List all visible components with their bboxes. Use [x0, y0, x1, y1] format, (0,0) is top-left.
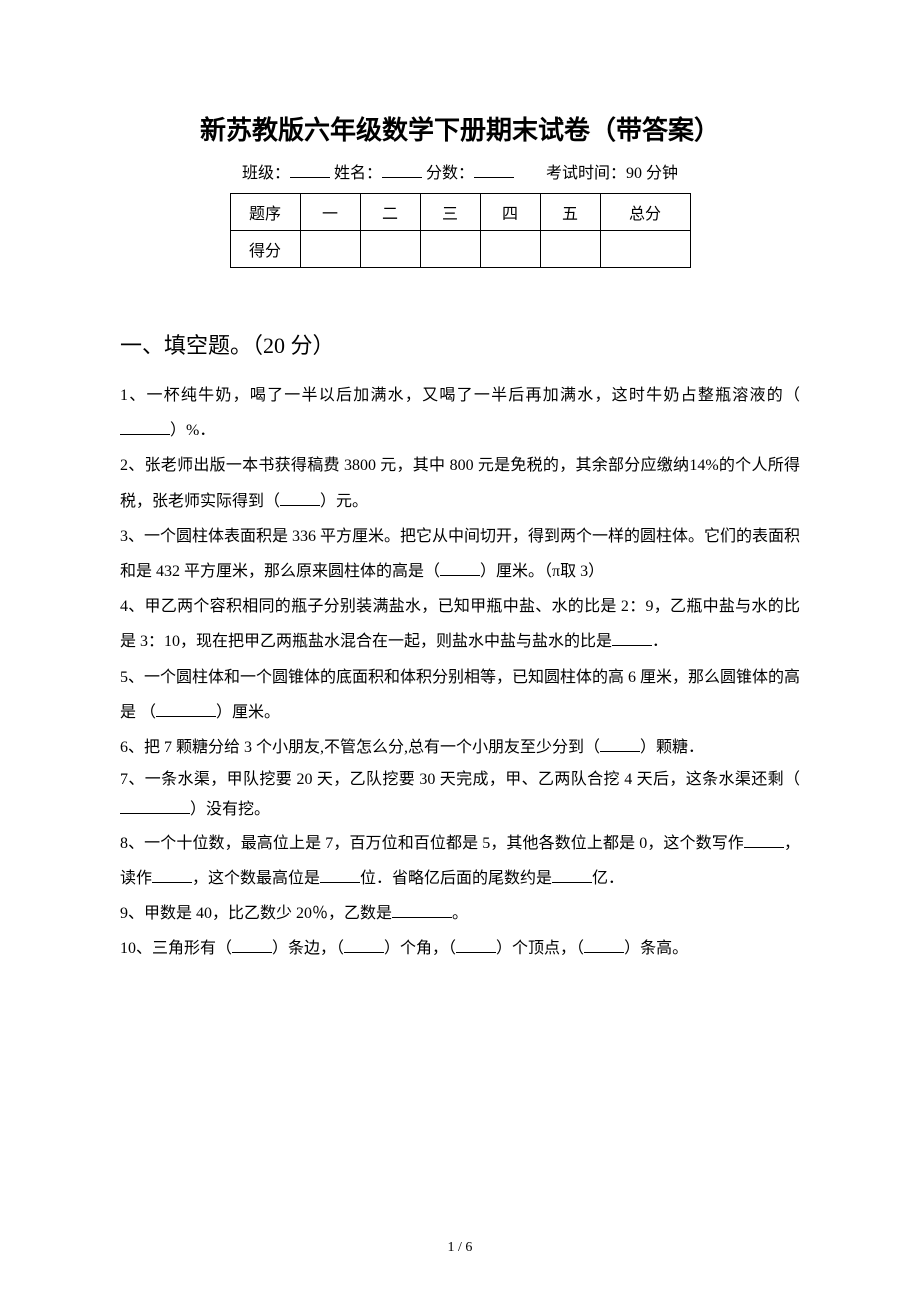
fill-blank [440, 560, 480, 576]
table-row: 得分 [230, 231, 690, 268]
fill-blank [156, 701, 216, 717]
meta-row: 班级： 姓名： 分数： 考试时间：90 分钟 [120, 159, 800, 183]
q1-text-b: ）%． [170, 422, 215, 439]
q4-text-a: 4、甲乙两个容积相同的瓶子分别装满盐水，已知甲瓶中盐、水的比是 2：9，乙瓶中盐… [120, 598, 800, 650]
score-blank [474, 162, 514, 178]
q7-text-b: ）没有挖。 [190, 801, 270, 818]
q10-text-b: ）条边，（ [272, 940, 344, 957]
time-label: 考试时间：90 分钟 [546, 165, 678, 182]
fill-blank [120, 798, 190, 814]
cell-blank [300, 231, 360, 268]
row-label: 得分 [230, 231, 300, 268]
q8-text-c: ，这个数最高位是 [192, 870, 320, 887]
cell-blank [420, 231, 480, 268]
fill-blank [456, 937, 496, 953]
q8-text-e: 亿． [592, 870, 624, 887]
name-blank [382, 162, 422, 178]
th-3: 三 [420, 194, 480, 231]
q7-text-a: 7、一条水渠，甲队挖要 20 天，乙队挖要 30 天完成，甲、乙两队合挖 4 天… [120, 771, 800, 788]
question-8: 8、一个十位数，最高位上是 7，百万位和百位都是 5，其他各数位上都是 0，这个… [120, 826, 800, 896]
th-4: 四 [480, 194, 540, 231]
q10-text-d: ）个顶点，（ [496, 940, 584, 957]
question-1: 1、一杯纯牛奶，喝了一半以后加满水，又喝了一半后再加满水，这时牛奶占整瓶溶液的（… [120, 378, 800, 448]
q2-text-a: 2、张老师出版一本书获得稿费 3800 元，其中 800 元是免税的，其余部分应… [120, 457, 800, 509]
cell-blank [360, 231, 420, 268]
q1-text-a: 1、一杯纯牛奶，喝了一半以后加满水，又喝了一半后再加满水，这时牛奶占整瓶溶液的（ [120, 387, 800, 404]
cell-blank [600, 231, 690, 268]
q8-text-d: 位．省略亿后面的尾数约是 [360, 870, 552, 887]
fill-blank [744, 832, 784, 848]
fill-blank [232, 937, 272, 953]
question-9: 9、甲数是 40，比乙数少 20％，乙数是 。 [120, 896, 800, 931]
page-number: 1 / 6 [0, 1240, 920, 1256]
fill-blank [152, 867, 192, 883]
score-label: 分数： [426, 165, 474, 182]
question-4: 4、甲乙两个容积相同的瓶子分别装满盐水，已知甲瓶中盐、水的比是 2：9，乙瓶中盐… [120, 589, 800, 659]
fill-blank [120, 419, 170, 435]
page-title: 新苏教版六年级数学下册期末试卷（带答案） [120, 110, 800, 147]
th-total: 总分 [600, 194, 690, 231]
q6-text-b: ）颗糖． [640, 739, 704, 756]
name-label: 姓名： [334, 165, 382, 182]
q5-text-b: ）厘米。 [216, 704, 280, 721]
cell-blank [540, 231, 600, 268]
class-blank [290, 162, 330, 178]
class-label: 班级： [242, 165, 290, 182]
fill-blank [392, 902, 452, 918]
th-5: 五 [540, 194, 600, 231]
question-10: 10、三角形有（ ）条边，（ ）个角，（ ）个顶点，（ ）条高。 [120, 931, 800, 966]
fill-blank [280, 490, 320, 506]
q6-text-a: 6、把 7 颗糖分给 3 个小朋友,不管怎么分,总有一个小朋友至少分到（ [120, 739, 600, 756]
fill-blank [552, 867, 592, 883]
q4-text-b: ． [652, 633, 668, 650]
q10-text-e: ）条高。 [624, 940, 688, 957]
question-2: 2、张老师出版一本书获得稿费 3800 元，其中 800 元是免税的，其余部分应… [120, 448, 800, 518]
score-table: 题序 一 二 三 四 五 总分 得分 [230, 193, 691, 268]
q10-text-c: ）个角，（ [384, 940, 456, 957]
q8-text-a: 8、一个十位数，最高位上是 7，百万位和百位都是 5，其他各数位上都是 0，这个… [120, 835, 744, 852]
q2-text-b: ）元。 [320, 493, 368, 510]
question-6: 6、把 7 颗糖分给 3 个小朋友,不管怎么分,总有一个小朋友至少分到（ ）颗糖． [120, 730, 800, 765]
question-7: 7、一条水渠，甲队挖要 20 天，乙队挖要 30 天完成，甲、乙两队合挖 4 天… [120, 765, 800, 826]
question-3: 3、一个圆柱体表面积是 336 平方厘米。把它从中间切开，得到两个一样的圆柱体。… [120, 519, 800, 589]
cell-blank [480, 231, 540, 268]
question-5: 5、一个圆柱体和一个圆锥体的底面积和体积分别相等，已知圆柱体的高 6 厘米，那么… [120, 660, 800, 730]
th-seq: 题序 [230, 194, 300, 231]
fill-blank [320, 867, 360, 883]
section-heading: 一、填空题。（20 分） [120, 328, 800, 360]
th-2: 二 [360, 194, 420, 231]
table-row: 题序 一 二 三 四 五 总分 [230, 194, 690, 231]
fill-blank [344, 937, 384, 953]
q9-text-a: 9、甲数是 40，比乙数少 20％，乙数是 [120, 905, 392, 922]
th-1: 一 [300, 194, 360, 231]
fill-blank [600, 736, 640, 752]
fill-blank [612, 630, 652, 646]
q10-text-a: 10、三角形有（ [120, 940, 232, 957]
q9-text-b: 。 [452, 905, 468, 922]
q3-text-b: ）厘米。（π取 3） [480, 563, 604, 580]
fill-blank [584, 937, 624, 953]
